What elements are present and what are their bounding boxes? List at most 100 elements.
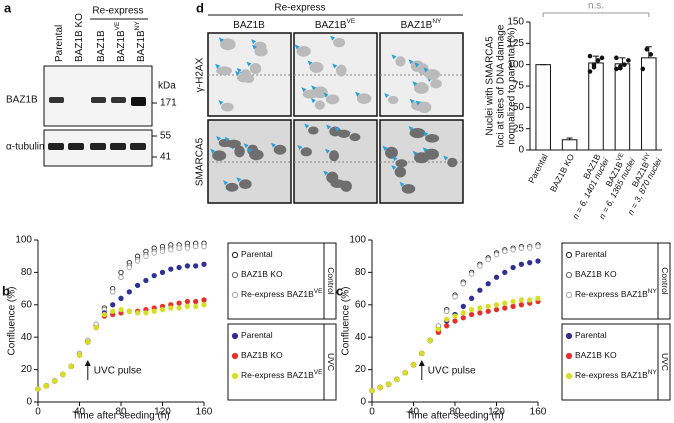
nucleus xyxy=(409,127,426,139)
data-point xyxy=(110,308,116,314)
data-point xyxy=(502,248,508,254)
data-point xyxy=(193,303,199,310)
marker-arrow xyxy=(294,44,300,50)
data-point xyxy=(101,311,108,318)
data-point xyxy=(176,305,182,311)
x-tick-label: 80 xyxy=(449,407,461,418)
marker-arrow xyxy=(311,85,317,91)
lane-label-main: BAZ1B xyxy=(96,30,107,62)
marker-arrow xyxy=(334,126,340,132)
data-point xyxy=(644,47,650,52)
legend-label-sup: VE xyxy=(314,369,323,376)
marker-arrow xyxy=(382,145,388,151)
y-tick-label: 125 xyxy=(507,38,524,49)
marker-arrow xyxy=(252,44,258,50)
data-point xyxy=(502,305,508,311)
band xyxy=(111,97,126,103)
column-label-main: BAZ1B xyxy=(315,20,347,31)
data-point xyxy=(60,371,66,378)
nucleus xyxy=(249,149,264,161)
data-point xyxy=(485,256,491,263)
y-tick-label: 100 xyxy=(349,235,366,246)
data-point xyxy=(110,302,116,308)
data-point xyxy=(518,297,525,303)
nucleus xyxy=(333,37,346,48)
legend-label-main: Re-express BAZ1B xyxy=(241,289,314,299)
y-tick-label: 0 xyxy=(360,397,366,408)
y-axis-label: normalized to parental (%) xyxy=(507,27,518,144)
legend-label-main: BAZ1B KO xyxy=(575,269,617,279)
marker-arrow xyxy=(412,150,418,156)
panel-letter: d xyxy=(196,0,204,15)
legend-label-main: Parental xyxy=(575,330,607,340)
legend-label: BAZ1B KO xyxy=(241,269,283,279)
data-point xyxy=(402,370,408,376)
data-point xyxy=(622,62,627,67)
data-point xyxy=(419,350,425,357)
lane-label: BAZ1B KO xyxy=(74,13,85,62)
column-label-sup: NY xyxy=(432,18,442,25)
marker-arrow xyxy=(415,100,421,106)
legend-marker xyxy=(231,372,239,380)
data-point xyxy=(527,260,533,266)
lane-label-main: BAZ1B xyxy=(116,30,127,62)
data-point xyxy=(35,386,41,392)
y-tick-label: 80 xyxy=(21,267,33,278)
column-label: BAZ1BVE xyxy=(315,18,356,31)
data-point xyxy=(468,307,475,313)
size-marker: 171 xyxy=(160,98,177,109)
data-point xyxy=(126,308,132,314)
nucleus xyxy=(309,61,324,73)
annotation-arrowhead xyxy=(418,360,425,366)
legend-label: Parental xyxy=(575,330,607,340)
legend-marker xyxy=(231,352,239,360)
y-tick-label: 75 xyxy=(513,81,525,92)
legend-label-main: BAZ1B KO xyxy=(241,350,283,360)
group-box xyxy=(657,242,671,320)
y-tick-label: 0 xyxy=(26,397,32,408)
legend-label: BAZ1B KO xyxy=(241,350,283,360)
x-tick-label: 80 xyxy=(115,407,127,418)
legend-marker xyxy=(565,352,573,360)
data-point xyxy=(369,388,375,394)
data-point xyxy=(493,302,500,308)
data-point xyxy=(640,66,646,72)
data-point xyxy=(68,363,74,370)
marker-arrow xyxy=(414,62,420,68)
data-point xyxy=(618,65,623,71)
y-axis-label: Nuclei with SMARCA5 xyxy=(485,36,496,136)
nucleus xyxy=(430,79,442,89)
data-point xyxy=(595,58,601,63)
marker-arrow xyxy=(399,181,405,187)
nucleus xyxy=(424,69,441,80)
y-tick-label: 20 xyxy=(21,364,33,375)
legend-label: Re-express BAZ1BNY xyxy=(575,288,657,300)
data-point xyxy=(518,245,525,251)
data-point xyxy=(444,308,450,314)
y-axis-label: Confluence (%) xyxy=(341,287,352,356)
data-point xyxy=(648,52,654,57)
data-point xyxy=(118,295,124,301)
panel-letter: b xyxy=(2,283,10,298)
x-tick-label: 40 xyxy=(74,407,86,418)
group-box xyxy=(657,323,671,401)
x-axis-label: Time after seeding (h) xyxy=(72,411,169,422)
nucleus xyxy=(249,62,262,75)
nucleus xyxy=(212,150,227,161)
blot-header: Re-express xyxy=(92,6,143,17)
data-point xyxy=(452,318,458,324)
data-point xyxy=(85,339,91,345)
data-point xyxy=(377,384,383,391)
group-box xyxy=(323,242,337,320)
data-point xyxy=(201,243,207,250)
data-point xyxy=(493,274,500,280)
data-point xyxy=(126,289,132,295)
data-point xyxy=(151,250,157,256)
nucleus xyxy=(325,94,340,105)
data-point xyxy=(477,287,483,293)
data-point xyxy=(493,251,500,258)
nucleus xyxy=(237,73,252,83)
annotation-label: UVC pulse xyxy=(94,366,142,377)
legend-label-main: Parental xyxy=(241,249,273,259)
